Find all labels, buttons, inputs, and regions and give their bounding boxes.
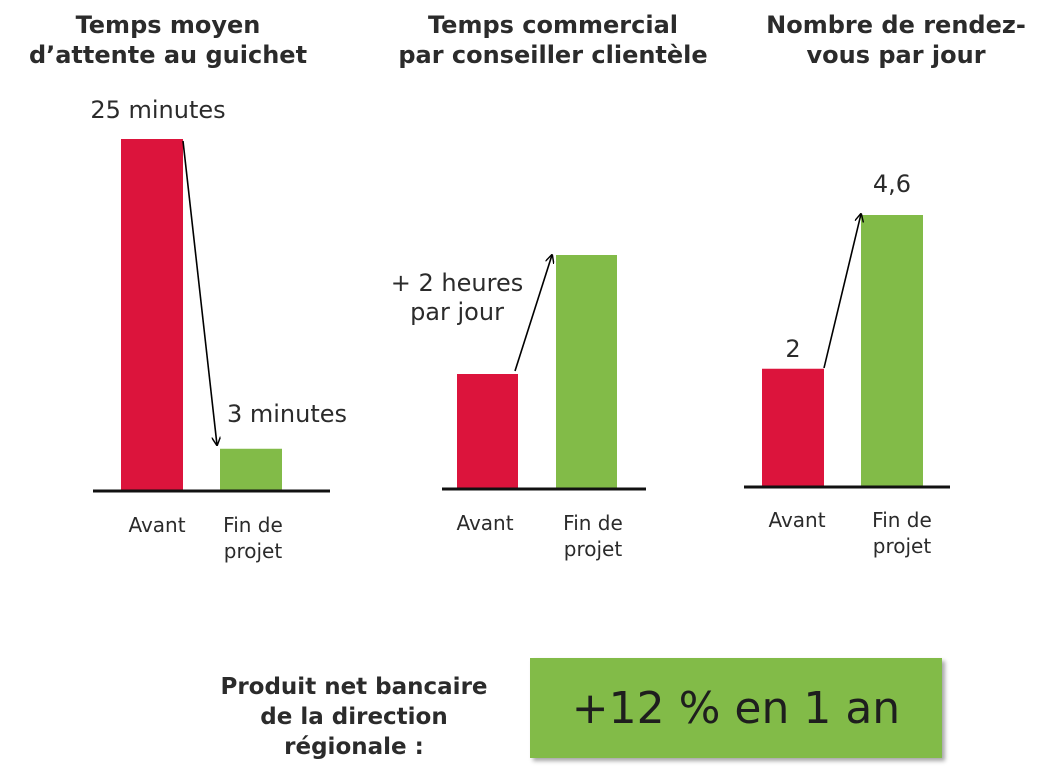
annotation-line-1: + 2 heures	[391, 269, 523, 297]
chart-title-line-2: d’attente au guichet	[29, 41, 307, 69]
bar-avant	[457, 374, 518, 489]
chart-title-line-2: vous par jour	[806, 41, 985, 69]
summary-value: +12 % en 1 an	[571, 682, 901, 734]
chart-title-line-2: par conseiller clientèle	[398, 41, 707, 69]
bar-avant	[121, 139, 183, 491]
category-label-fin-de-projet: Fin de	[223, 513, 283, 537]
bar-fin-de-projet	[556, 255, 617, 489]
chart-panel-3: Nombre de rendez-vous par jour 2 4,6 Avant F…	[744, 11, 1026, 558]
bar-fin-de-projet	[220, 448, 282, 491]
summary-label-line-3: régionale :	[284, 734, 424, 760]
category-label-avant: Avant	[456, 511, 513, 535]
annotation-line-2: par jour	[410, 298, 504, 326]
chart-title-line-1: Temps commercial	[428, 11, 678, 39]
data-label-avant: 2	[785, 335, 800, 363]
category-label-fin-de-projet: Fin de	[563, 511, 623, 535]
bar-avant	[762, 368, 824, 487]
change-arrow	[182, 140, 217, 445]
bar-fin-de-projet	[861, 215, 923, 487]
category-label-avant: Avant	[768, 508, 825, 532]
chart-title-line-1: Temps moyen	[76, 11, 261, 39]
category-label-avant: Avant	[128, 513, 185, 537]
category-label-fin-de-projet: Fin de	[872, 508, 932, 532]
summary-label-line-2: de la direction	[260, 704, 448, 730]
category-label-fin-de-projet: projet	[564, 537, 623, 561]
change-arrow	[823, 214, 861, 369]
change-arrow	[514, 255, 552, 372]
summary-label-line-1: Produit net bancaire	[220, 674, 488, 700]
data-label-fin-de-projet: 3 minutes	[227, 400, 347, 428]
category-label-fin-de-projet: projet	[873, 534, 932, 558]
category-label-fin-de-projet: projet	[224, 539, 283, 563]
data-label-avant: 25 minutes	[90, 96, 225, 124]
summary-label: Produit net bancaire de la direction rég…	[196, 672, 512, 762]
chart-title-line-1: Nombre de rendez-	[766, 11, 1026, 39]
summary-value-box: +12 % en 1 an	[530, 658, 942, 758]
data-label-fin-de-projet: 4,6	[873, 170, 911, 198]
